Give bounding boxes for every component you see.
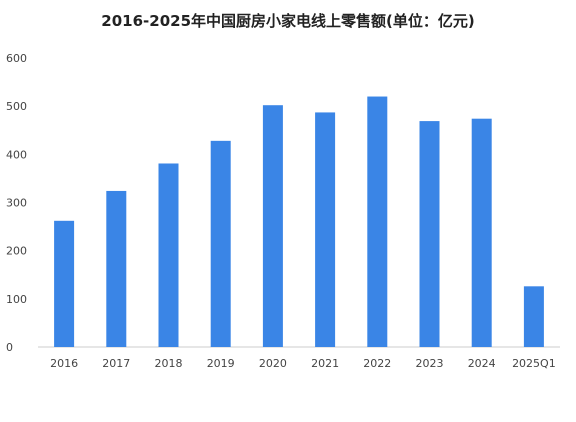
bars bbox=[54, 96, 544, 348]
x-tick-label: 2020 bbox=[259, 357, 287, 370]
x-tick-label: 2017 bbox=[102, 357, 130, 370]
y-tick-label: 600 bbox=[6, 52, 27, 65]
bar-2018 bbox=[158, 163, 179, 347]
x-tick-label: 2018 bbox=[155, 357, 183, 370]
x-tick-label: 2024 bbox=[468, 357, 496, 370]
y-axis: 0 100 200 300 400 500 600 bbox=[6, 52, 27, 354]
bar-2022 bbox=[367, 96, 388, 348]
x-tick-label: 2021 bbox=[311, 357, 339, 370]
x-tick-label: 2025Q1 bbox=[512, 357, 556, 370]
bar-2020 bbox=[262, 105, 283, 347]
bar-2024 bbox=[471, 118, 492, 347]
y-tick-label: 200 bbox=[6, 245, 27, 258]
bar-2016 bbox=[54, 220, 75, 347]
chart-title: 2016-2025年中国厨房小家电线上零售额(单位：亿元) bbox=[101, 12, 475, 30]
y-tick-label: 300 bbox=[6, 197, 27, 210]
y-tick-label: 0 bbox=[6, 341, 13, 354]
y-tick-label: 100 bbox=[6, 293, 27, 306]
x-tick-label: 2022 bbox=[363, 357, 391, 370]
bar-2025Q1 bbox=[523, 286, 544, 347]
bar-2021 bbox=[315, 112, 336, 347]
bar-2019 bbox=[210, 140, 231, 347]
x-tick-label: 2019 bbox=[207, 357, 235, 370]
x-axis: 2016 2017 2018 2019 2020 2021 2022 2023 2024 2025… bbox=[38, 346, 560, 370]
x-tick-label: 2016 bbox=[50, 357, 78, 370]
x-tick-label: 2023 bbox=[416, 357, 444, 370]
y-tick-label: 500 bbox=[6, 100, 27, 113]
bar-2023 bbox=[419, 121, 440, 348]
bar-2017 bbox=[106, 190, 127, 347]
y-tick-label: 400 bbox=[6, 148, 27, 161]
